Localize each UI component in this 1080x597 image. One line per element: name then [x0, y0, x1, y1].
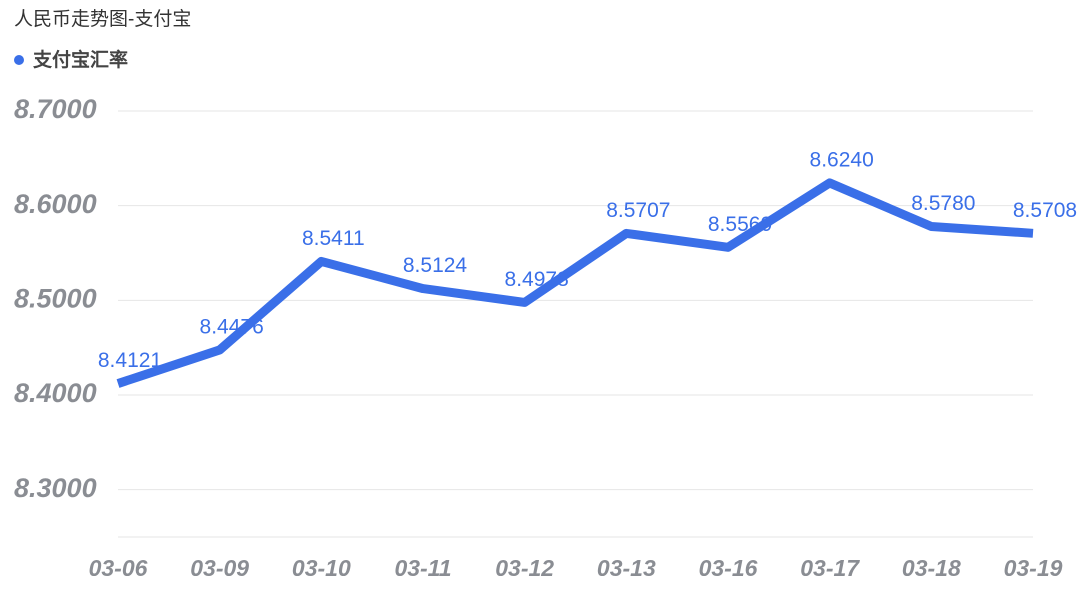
x-tick-label: 03-11: [394, 555, 451, 581]
data-label: 8.5780: [911, 192, 975, 215]
x-tick-label: 03-13: [597, 555, 656, 581]
y-tick-label: 8.5000: [14, 283, 97, 313]
data-label: 8.4978: [505, 268, 569, 291]
data-label: 8.4121: [98, 349, 162, 372]
y-tick-label: 8.7000: [14, 94, 97, 124]
x-tick-label: 03-09: [190, 555, 249, 581]
x-tick-label: 03-17: [800, 555, 860, 581]
x-tick-label: 03-06: [89, 555, 148, 581]
chart-title: 人民币走势图-支付宝: [14, 8, 191, 30]
x-tick-label: 03-18: [902, 555, 961, 581]
data-label: 8.5560: [708, 213, 772, 236]
x-tick-label: 03-19: [1004, 555, 1063, 581]
x-tick-label: 03-16: [699, 555, 758, 581]
data-label: 8.4476: [200, 315, 264, 338]
y-tick-label: 8.6000: [14, 189, 97, 219]
line: [116, 178, 1034, 388]
legend-label: 支付宝汇率: [32, 48, 128, 71]
y-tick-label: 8.3000: [14, 473, 97, 503]
data-label: 8.5708: [1013, 199, 1077, 222]
legend-marker: [14, 55, 24, 65]
x-tick-label: 03-10: [292, 555, 351, 581]
data-label: 8.6240: [810, 148, 874, 171]
x-tick-label: 03-12: [495, 555, 554, 581]
data-label: 8.5411: [302, 227, 365, 250]
y-tick-label: 8.4000: [14, 378, 97, 408]
data-label: 8.5124: [403, 254, 468, 277]
data-label: 8.5707: [606, 199, 670, 222]
